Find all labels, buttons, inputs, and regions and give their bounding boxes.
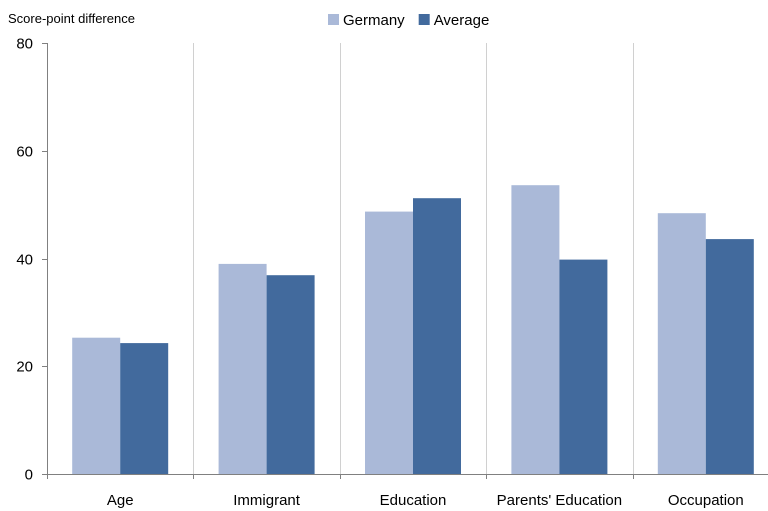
bar-germany-education	[365, 211, 413, 474]
bar-average-immigrant	[266, 275, 315, 474]
bar-average-occupation	[705, 239, 754, 474]
axes	[42, 43, 768, 479]
legend-label-germany: Germany	[343, 12, 405, 29]
y-tick-label: 80	[16, 36, 33, 53]
legend-swatch-average	[418, 14, 430, 25]
legend-label-average: Average	[434, 12, 490, 29]
bar-average-age	[120, 343, 169, 474]
x-tick-labels: Age Immigrant Education Parents' Education O…	[107, 492, 744, 509]
y-tick-label: 20	[16, 359, 33, 376]
x-tick-label-parents-education: Parents' Education	[497, 492, 622, 509]
y-tick-label: 0	[25, 467, 33, 484]
bar-germany-occupation	[657, 213, 706, 474]
bar-average-education	[413, 198, 461, 474]
y-tick-labels: 0 20 40 60 80	[16, 36, 33, 484]
bars	[72, 185, 754, 474]
legend: Germany Average	[328, 12, 489, 29]
x-tick-label-immigrant: Immigrant	[233, 492, 301, 509]
x-tick-label-occupation: Occupation	[668, 492, 744, 509]
y-tick-label: 40	[16, 252, 33, 269]
bar-germany-age	[72, 337, 121, 474]
legend-swatch-germany	[328, 14, 339, 25]
bar-average-parents-education	[559, 259, 608, 474]
bar-germany-immigrant	[218, 263, 267, 474]
x-tick-label-education: Education	[380, 492, 447, 509]
gridlines	[193, 43, 634, 474]
x-tick-label-age: Age	[107, 492, 134, 509]
y-tick-label: 60	[16, 144, 33, 161]
y-axis-label: Score-point difference	[8, 11, 135, 26]
bar-germany-parents-education	[511, 185, 560, 474]
